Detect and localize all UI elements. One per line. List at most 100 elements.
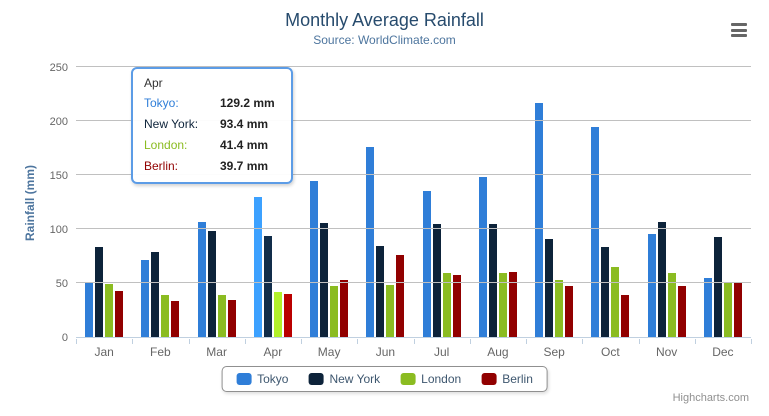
bar-tokyo-nov[interactable] [647,233,656,337]
tooltip-series-value: 129.2 mm [220,96,275,110]
x-tick-label-sep: Sep [543,345,565,359]
y-tick-label-100: 100 [49,224,68,236]
x-tick-label-feb: Feb [150,345,171,359]
legend-label-tokyo: Tokyo [257,372,289,386]
bar-new-york-nov[interactable] [657,221,666,337]
legend-swatch-london [400,373,416,385]
bar-london-may[interactable] [330,286,339,337]
bar-group-apr [245,68,301,337]
bar-group-jun [357,68,413,337]
x-tick-label-apr: Apr [263,345,283,359]
bar-london-nov[interactable] [667,272,676,337]
bar-tokyo-apr[interactable] [253,197,262,337]
tooltip-rows: Tokyo: 129.2 mm New York: 93.4 mm London: 41.… [144,96,280,173]
x-tick-label-jan: Jan [94,345,114,359]
bar-group-nov [639,68,695,337]
bar-berlin-apr[interactable] [283,294,292,337]
bar-berlin-dec[interactable] [733,281,742,337]
bar-new-york-dec[interactable] [713,237,722,337]
x-axis-ticks [76,339,752,344]
tooltip-series-value: 93.4 mm [220,117,269,131]
x-tick [244,339,246,344]
bar-london-oct[interactable] [611,266,620,337]
bar-london-feb[interactable] [161,295,170,337]
bar-new-york-jul[interactable] [432,223,441,337]
bar-tokyo-sep[interactable] [535,103,544,337]
bar-london-mar[interactable] [217,294,226,337]
tooltip-series-label: New York: [144,117,199,131]
gridline-200 [76,120,751,121]
bar-new-york-sep[interactable] [545,238,554,337]
bar-tokyo-aug[interactable] [478,176,487,337]
bar-berlin-nov[interactable] [677,286,686,337]
tooltip-series-value: 39.7 mm [220,159,269,173]
gridline-150 [76,174,751,175]
legend-item-berlin[interactable]: Berlin [481,372,533,386]
x-tick [301,339,302,344]
bar-berlin-oct[interactable] [621,294,630,337]
bar-london-dec[interactable] [723,281,732,337]
x-tick [751,339,752,344]
bar-london-apr[interactable] [273,292,282,337]
bar-berlin-mar[interactable] [227,299,236,337]
bar-new-york-jun[interactable] [376,245,385,337]
bar-berlin-jun[interactable] [396,255,405,337]
bar-berlin-aug[interactable] [508,271,517,337]
bar-new-york-may[interactable] [320,222,329,337]
bar-tokyo-jan[interactable] [85,283,94,337]
y-tick-label-0: 0 [61,332,68,344]
y-tick-label-200: 200 [49,116,68,128]
bar-berlin-jul[interactable] [452,275,461,337]
plot-area [76,66,751,338]
bar-new-york-oct[interactable] [601,246,610,337]
legend-item-new-york[interactable]: New York [308,372,380,386]
bar-tokyo-dec[interactable] [703,278,712,337]
bar-london-jun[interactable] [386,284,395,337]
tooltip-category: Apr [144,76,163,90]
x-axis-labels: Jan Feb Mar Apr May Jun Jul Aug Sep Oct Nov Dec [76,345,751,359]
x-tick-label-jun: Jun [375,345,396,359]
bar-group-oct [582,68,638,337]
y-tick-label-150: 150 [49,170,68,182]
bar-group-feb [132,68,188,337]
x-tick [582,339,584,344]
bar-tokyo-mar[interactable] [197,222,206,337]
bar-new-york-jan[interactable] [95,246,104,337]
legend-swatch-tokyo [236,373,252,385]
bar-london-jul[interactable] [442,273,451,337]
credits-link[interactable]: Highcharts.com [672,392,749,404]
x-tick [357,339,359,344]
y-tick-label-50: 50 [55,278,68,290]
bar-new-york-apr[interactable] [263,236,272,337]
bar-berlin-may[interactable] [340,280,349,337]
context-menu-icon[interactable] [731,23,747,37]
bar-tokyo-oct[interactable] [591,127,600,337]
bar-tokyo-may[interactable] [310,181,319,337]
bar-tokyo-jun[interactable] [366,146,375,337]
bar-new-york-aug[interactable] [488,224,497,337]
x-tick [694,339,696,344]
x-tick-label-may: May [317,345,341,359]
bar-tokyo-jul[interactable] [422,190,431,337]
bar-london-jan[interactable] [105,284,114,337]
bar-new-york-feb[interactable] [151,251,160,337]
tooltip-series-label: Tokyo: [144,96,179,110]
x-tick-label-jul: Jul [433,345,450,359]
gridline-100 [76,228,751,229]
bar-london-sep[interactable] [555,280,564,337]
legend-swatch-berlin [481,373,497,385]
bar-berlin-feb[interactable] [171,301,180,337]
bar-berlin-jan[interactable] [115,291,124,337]
legend-swatch-new-york [308,373,324,385]
bar-london-aug[interactable] [498,272,507,337]
bar-new-york-mar[interactable] [207,230,216,337]
bar-berlin-sep[interactable] [565,285,574,337]
legend-item-tokyo[interactable]: Tokyo [236,372,288,386]
bar-tokyo-feb[interactable] [141,259,150,337]
legend: Tokyo New York London Berlin [221,366,548,392]
x-tick-label-mar: Mar [206,345,227,359]
tooltip: Apr Tokyo: 129.2 mm New York: 93.4 mm London… [131,67,293,184]
x-tick [76,339,77,344]
legend-item-london[interactable]: London [400,372,461,386]
